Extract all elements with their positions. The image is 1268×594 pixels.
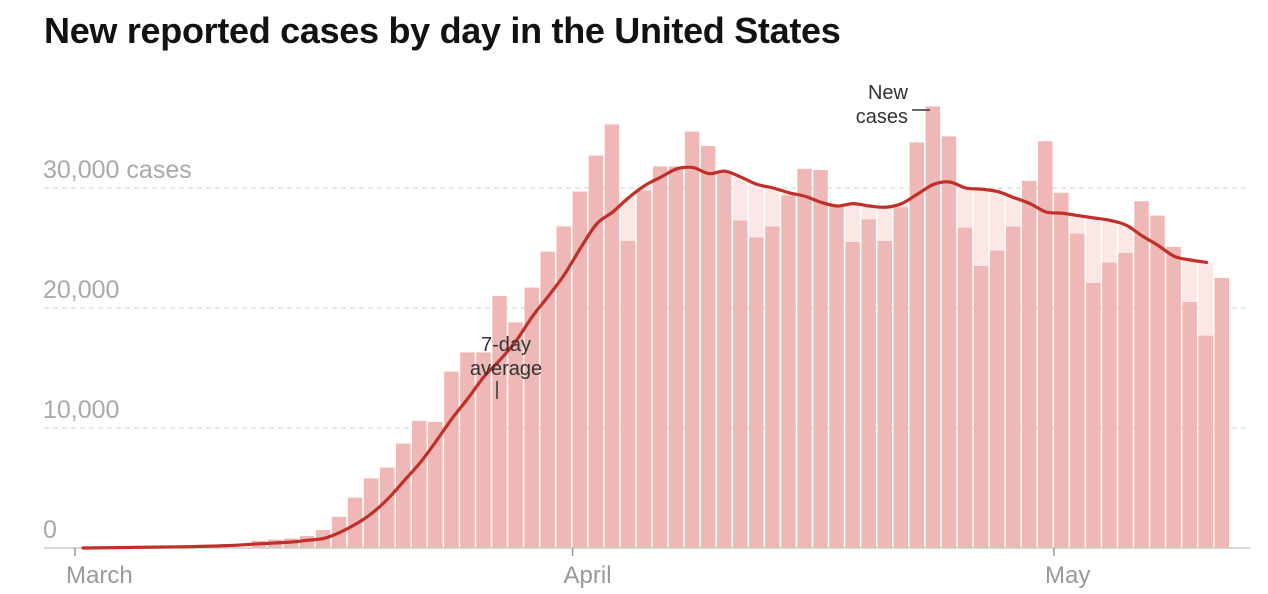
- chart-title: New reported cases by day in the United …: [44, 10, 841, 51]
- new-cases-bar: [989, 250, 1005, 548]
- new-cases-bar: [861, 219, 876, 548]
- new-cases-bar: [1150, 215, 1165, 548]
- new-cases-bar: [829, 204, 844, 549]
- new-cases-bar: [588, 155, 604, 548]
- new-cases-bar: [877, 240, 892, 549]
- new-annotation-line2: cases: [856, 106, 908, 128]
- new-cases-bar: [1038, 141, 1053, 548]
- new-cases-bar: [460, 352, 475, 548]
- new-cases-bar: [1070, 233, 1085, 548]
- avg-annotation-line2: average: [470, 358, 542, 380]
- new-cases-bar: [1182, 302, 1197, 548]
- new-cases-bar: [572, 191, 587, 548]
- new-cases-bar: [444, 371, 459, 548]
- new-cases-bar: [556, 226, 571, 548]
- new-cases-bars: [251, 106, 1229, 549]
- new-cases-bar: [893, 207, 908, 548]
- new-cases-annotation: New cases: [856, 82, 930, 128]
- new-cases-bar: [524, 287, 539, 548]
- new-cases-bar: [925, 106, 941, 549]
- y-tick-label: 10,000: [43, 396, 119, 424]
- new-cases-bar: [1054, 192, 1069, 549]
- x-tick-label: April: [564, 562, 612, 589]
- x-tick-label: March: [66, 562, 133, 589]
- x-axis: March April May: [44, 547, 1250, 589]
- new-cases-bar: [604, 124, 620, 549]
- new-cases-bar: [508, 322, 523, 548]
- y-tick-label: 0: [43, 516, 57, 544]
- new-cases-bar: [909, 142, 925, 548]
- new-cases-bar: [797, 168, 812, 549]
- new-cases-bar: [1102, 262, 1117, 548]
- average-gap-area: [620, 171, 1213, 336]
- new-cases-bar: [1198, 335, 1213, 548]
- new-cases-bar: [636, 190, 652, 548]
- new-cases-bar: [540, 251, 555, 548]
- new-cases-bar: [813, 170, 828, 548]
- new-cases-bar: [765, 226, 780, 548]
- new-cases-bar: [957, 227, 973, 548]
- new-cases-bar: [476, 352, 491, 548]
- new-cases-bar: [492, 296, 507, 548]
- new-cases-bar: [733, 220, 748, 548]
- seven-day-average-line: [81, 165, 1209, 550]
- new-cases-bar: [717, 172, 732, 548]
- new-cases-bar: [668, 166, 684, 548]
- new-cases-bar: [684, 131, 700, 548]
- new-cases-bar: [1134, 201, 1149, 548]
- new-cases-bar: [620, 240, 636, 549]
- new-cases-bar: [781, 195, 796, 548]
- new-cases-bar: [700, 146, 716, 548]
- y-tick-label: 20,000: [43, 276, 119, 304]
- y-axis-labels: 0 10,000 20,000 30,000 cases: [43, 156, 192, 544]
- new-cases-bar: [396, 443, 411, 548]
- new-cases-bar: [412, 420, 427, 548]
- new-cases-bar: [1021, 180, 1037, 549]
- x-tick-label: May: [1045, 562, 1090, 589]
- new-cases-bar: [1118, 252, 1133, 549]
- new-cases-bar: [379, 467, 395, 548]
- new-cases-bar: [941, 136, 957, 548]
- new-cases-bar: [428, 422, 443, 548]
- new-annotation-line1: New: [868, 82, 909, 104]
- y-tick-label: 30,000 cases: [43, 156, 192, 184]
- new-cases-bar: [845, 242, 860, 548]
- new-cases-bar: [973, 266, 989, 548]
- seven-day-average-annotation: 7-day average: [470, 334, 542, 399]
- new-cases-bar: [1086, 282, 1101, 548]
- new-cases-bar: [652, 166, 668, 548]
- new-cases-bar: [1005, 226, 1021, 548]
- avg-annotation-line1: 7-day: [481, 334, 531, 356]
- new-cases-bar: [749, 237, 764, 548]
- new-cases-bar: [1214, 278, 1229, 548]
- new-cases-bar: [1166, 246, 1181, 549]
